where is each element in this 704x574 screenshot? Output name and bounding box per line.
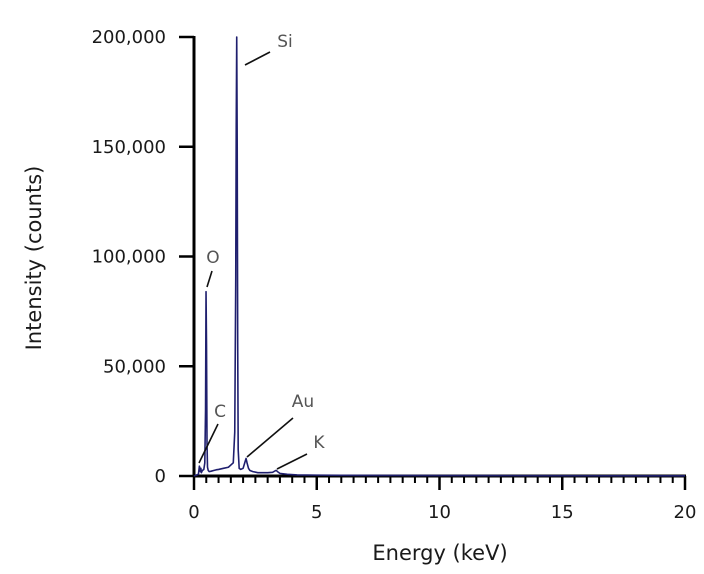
peak-label: K (313, 433, 325, 453)
x-tick-label: 10 (428, 502, 451, 523)
x-ticks: 0 5 10 15 20 (188, 476, 696, 523)
peak-label: O (206, 248, 219, 268)
peak-leader-line (276, 453, 308, 470)
peak-annotations: Si O C Au K (198, 32, 325, 470)
x-tick-label: 15 (551, 502, 574, 523)
y-axis-title: Intensity (counts) (22, 166, 46, 351)
y-tick-label: 200,000 (92, 27, 166, 48)
axes: 0 50,000 100,000 150,000 200,000 0 5 10 15 20 (92, 27, 697, 523)
peak-label: C (214, 402, 226, 422)
peak-label: Au (292, 392, 314, 412)
peak-label: Si (277, 32, 293, 52)
y-tick-label: 100,000 (92, 247, 166, 268)
y-tick-label: 50,000 (103, 356, 166, 377)
peak-leader-line (206, 270, 213, 288)
y-tick-label: 150,000 (92, 137, 166, 158)
x-tick-label: 0 (188, 502, 199, 523)
x-tick-label: 5 (311, 502, 322, 523)
x-tick-label: 20 (674, 502, 697, 523)
y-ticks: 0 50,000 100,000 150,000 200,000 (92, 27, 194, 487)
peak-leader-line (198, 423, 219, 464)
x-axis-title: Energy (keV) (372, 541, 507, 565)
peak-leader-line (246, 417, 294, 458)
y-tick-label: 0 (155, 466, 166, 487)
peak-leader-line (244, 51, 271, 66)
spectrum-line (193, 36, 686, 477)
